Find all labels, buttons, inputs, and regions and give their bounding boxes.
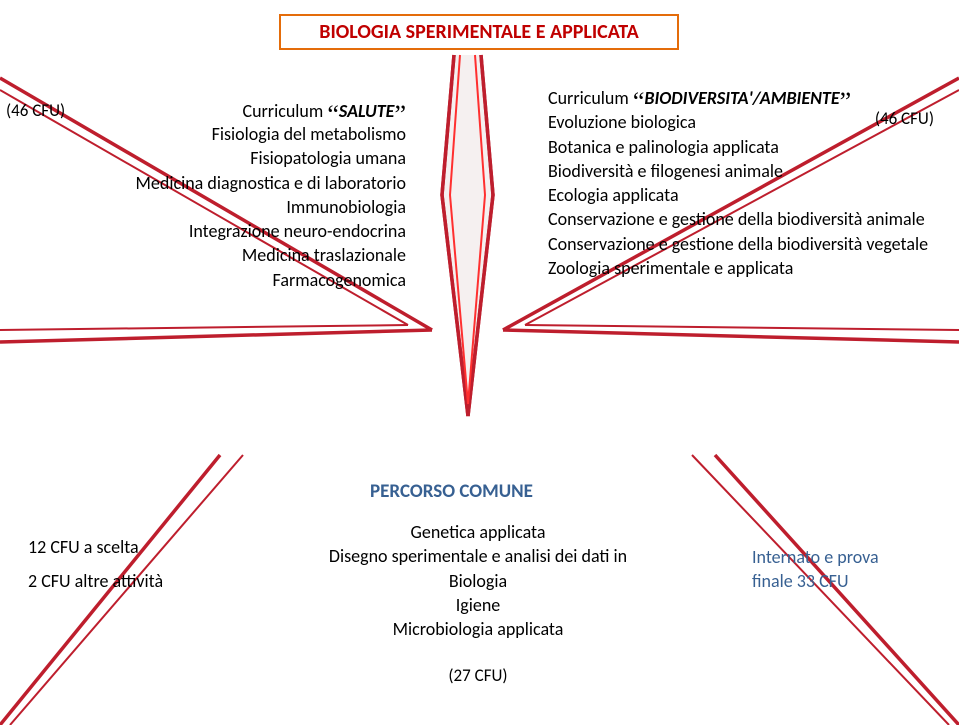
bottom-center-line-item: Microbiologia applicata xyxy=(298,617,658,641)
left-line-item: Fisiopatologia umana xyxy=(86,146,406,170)
right-curriculum: (46 CFU) Curriculum “BIODIVERSITA'/AMBIE… xyxy=(548,86,938,280)
left-line-item: Fisiologia del metabolismo xyxy=(86,122,406,146)
left-line-item: Integrazione neuro-endocrina xyxy=(86,219,406,243)
left-line-item: Medicina traslazionale xyxy=(86,243,406,267)
right-line-item: Zoologia sperimentale e applicata xyxy=(548,256,938,280)
right-cfu: (46 CFU) xyxy=(875,108,934,129)
right-line-item: Biodiversità e filogenesi animale xyxy=(548,159,938,183)
left-line-item: Farmacogenomica xyxy=(86,268,406,292)
internato-line1: Internato e prova xyxy=(752,545,942,569)
page-title: BIOLOGIA SPERIMENTALE E APPLICATA xyxy=(319,20,639,44)
page-title-box: BIOLOGIA SPERIMENTALE E APPLICATA xyxy=(279,14,679,50)
bottom-center-line-item: Disegno sperimentale e analisi dei dati … xyxy=(298,544,658,593)
cfu-scelta: 12 CFU a scelta xyxy=(28,530,228,564)
left-cfu: (46 CFU) xyxy=(6,100,65,121)
bottom-center-lines: Genetica applicataDisegno sperimentale e… xyxy=(298,520,658,641)
bottom-center-cfu: (27 CFU) xyxy=(298,665,658,688)
cfu-altre: 2 CFU altre attività xyxy=(28,564,228,598)
right-lines: Evoluzione biologicaBotanica e palinolog… xyxy=(548,110,938,280)
left-line-item: Medicina diagnostica e di laboratorio xyxy=(86,171,406,195)
internato-line2: finale 33 CFU xyxy=(752,569,942,593)
left-line-item: Immunobiologia xyxy=(86,195,406,219)
left-lines: Fisiologia del metabolismoFisiopatologia… xyxy=(86,122,406,292)
right-line-item: Conservazione e gestione della biodivers… xyxy=(548,207,938,231)
right-heading: Curriculum “BIODIVERSITA'/AMBIENTE” xyxy=(548,86,938,110)
bottom-center-line-item: Genetica applicata xyxy=(298,520,658,544)
bottom-center-line-item: Igiene xyxy=(298,593,658,617)
bottom-right-block: Internato e prova finale 33 CFU xyxy=(752,545,942,594)
bottom-center-block: Genetica applicataDisegno sperimentale e… xyxy=(298,520,658,688)
bottom-left-block: 12 CFU a scelta 2 CFU altre attività xyxy=(28,530,228,598)
right-line-item: Conservazione e gestione della biodivers… xyxy=(548,232,938,256)
percorso-comune: PERCORSO COMUNE xyxy=(370,480,533,503)
right-line-item: Botanica e palinologia applicata xyxy=(548,135,938,159)
right-line-item: Ecologia applicata xyxy=(548,183,938,207)
left-heading: Curriculum “SALUTE” xyxy=(86,100,406,122)
